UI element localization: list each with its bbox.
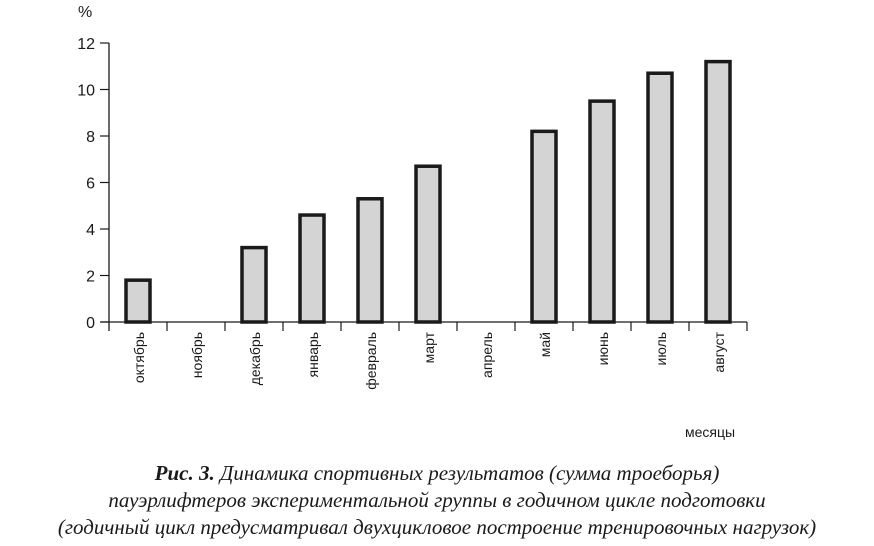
figure-caption-line-2: пауэрлифтеров экспериментальной группы в… xyxy=(108,488,766,512)
figure-number: Рис. 3. xyxy=(154,461,215,485)
x-tick-label: март xyxy=(421,331,437,363)
bar-март xyxy=(414,164,442,324)
y-axis-label: % xyxy=(78,4,93,21)
x-axis-label: месяцы xyxy=(685,424,736,440)
y-tick-label: 2 xyxy=(86,269,95,286)
x-tick-label: январь xyxy=(305,332,321,377)
bar-август xyxy=(704,59,732,324)
x-tick-label: май xyxy=(537,332,553,357)
bar-октябрь xyxy=(124,278,152,324)
y-tick-label: 4 xyxy=(86,222,95,239)
bar-май xyxy=(530,129,558,324)
bar-июнь xyxy=(588,99,616,324)
bar-июль xyxy=(646,71,674,324)
y-tick-label: 12 xyxy=(77,36,95,53)
x-tick-label: октябрь xyxy=(131,332,147,383)
bar-февраль xyxy=(356,197,384,324)
x-tick-label: август xyxy=(711,331,727,372)
x-tick-label: апрель xyxy=(479,332,495,378)
x-tick-label: июнь xyxy=(595,332,611,365)
y-tick-label: 0 xyxy=(86,315,95,332)
x-tick-label: ноябрь xyxy=(189,332,205,378)
bar-chart: 0 2 4 6 8 10 12 октябрь ноябрь декабрь январь февра… xyxy=(77,36,748,390)
x-tick-label: июль xyxy=(653,332,669,365)
x-tick-label: февраль xyxy=(363,332,379,390)
y-tick-label: 10 xyxy=(77,83,95,100)
y-tick-label: 8 xyxy=(86,129,95,146)
figure-caption-line-1: Рис. 3. Динамика спортивных результатов … xyxy=(154,461,720,485)
bar-декабрь xyxy=(240,245,268,324)
x-tick-label: декабрь xyxy=(247,332,263,385)
y-tick-label: 6 xyxy=(86,176,95,193)
bar-январь xyxy=(298,213,326,324)
figure-caption-line-3: (годичный цикл предусматривал двухциклов… xyxy=(57,515,817,539)
